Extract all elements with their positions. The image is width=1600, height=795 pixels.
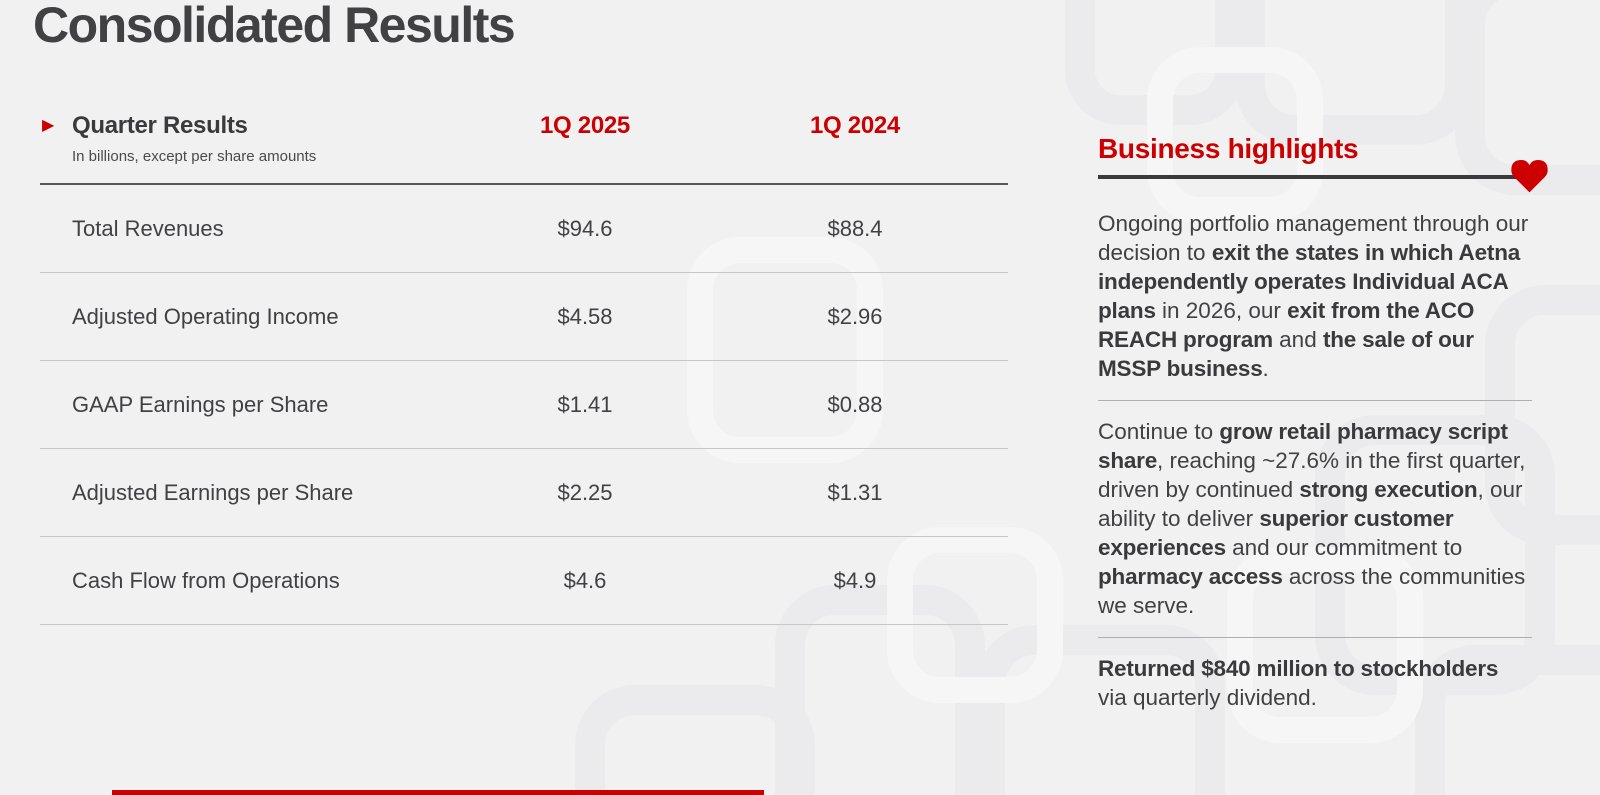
row-label: Adjusted Earnings per Share xyxy=(72,479,354,505)
page-title: Consolidated Results xyxy=(33,0,516,53)
quarter-results-table: ▶ Quarter Results In billions, except pe… xyxy=(40,112,1008,625)
row-value-1q2025: $2.25 xyxy=(557,479,613,505)
row-label: Adjusted Operating Income xyxy=(72,303,339,329)
highlight-paragraph: Returned $840 million to stockholders vi… xyxy=(1098,656,1499,710)
column-header-1q2025: 1Q 2025 xyxy=(540,112,630,139)
row-value-1q2024: $1.31 xyxy=(827,479,883,505)
highlights-rule xyxy=(1098,160,1548,193)
red-triangle-bullet-icon: ▶ xyxy=(42,117,55,134)
row-value-1q2025: $94.6 xyxy=(557,215,613,241)
row-value-1q2025: $1.41 xyxy=(557,391,613,417)
table-row: Adjusted Operating Income $4.58 $2.96 xyxy=(40,273,1008,361)
row-label: Cash Flow from Operations xyxy=(72,567,340,593)
business-highlights-panel: Business highlights Ongoing portfolio ma… xyxy=(1098,132,1548,712)
row-value-1q2024: $88.4 xyxy=(827,215,883,241)
row-label: GAAP Earnings per Share xyxy=(72,391,329,417)
row-value-1q2024: $4.9 xyxy=(833,567,877,593)
heart-icon xyxy=(1511,160,1548,193)
paragraph-divider xyxy=(1098,637,1532,638)
row-label: Total Revenues xyxy=(72,215,224,241)
table-row: Cash Flow from Operations $4.6 $4.9 xyxy=(40,537,1008,625)
column-header-1q2024: 1Q 2024 xyxy=(810,112,900,139)
table-row: GAAP Earnings per Share $1.41 $0.88 xyxy=(40,361,1008,449)
highlight-paragraph: Continue to grow retail pharmacy script … xyxy=(1098,419,1526,618)
table-row: Total Revenues $94.6 $88.4 xyxy=(40,185,1008,273)
row-value-1q2024: $0.88 xyxy=(827,391,883,417)
table-header: ▶ Quarter Results In billions, except pe… xyxy=(40,112,1008,185)
highlight-paragraph: Ongoing portfolio management through our… xyxy=(1098,211,1529,381)
paragraph-divider xyxy=(1098,400,1532,401)
table-row: Adjusted Earnings per Share $2.25 $1.31 xyxy=(40,449,1008,537)
highlights-title: Business highlights xyxy=(1098,133,1359,164)
row-value-1q2024: $2.96 xyxy=(827,303,883,329)
bottom-accent-bar xyxy=(112,790,764,795)
table-subtitle: In billions, except per share amounts xyxy=(72,148,317,165)
row-value-1q2025: $4.58 xyxy=(557,303,613,329)
table-title: Quarter Results xyxy=(72,112,248,139)
row-value-1q2025: $4.6 xyxy=(563,567,607,593)
